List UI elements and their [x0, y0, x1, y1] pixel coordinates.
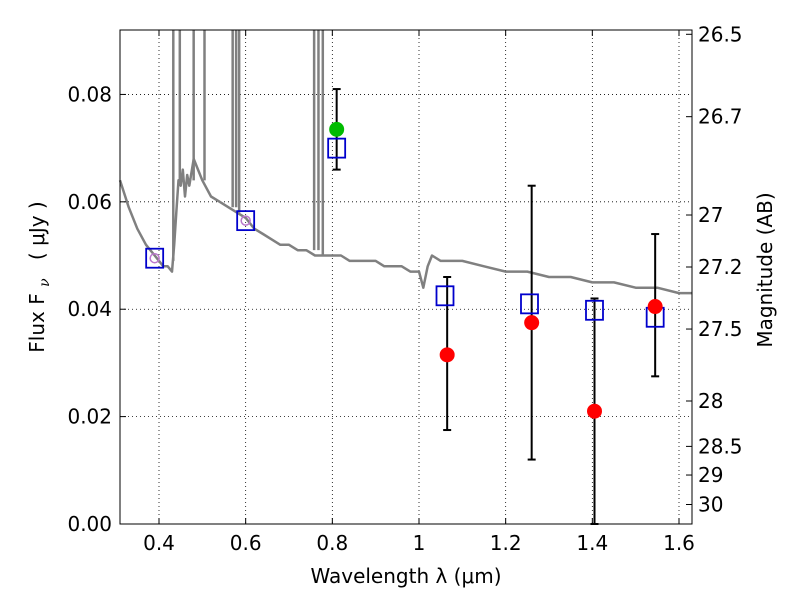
inner-marker-0: [149, 252, 160, 264]
x-axis: 0.4 0.6 0.8 1 1.2 1.4 1.6: [143, 30, 695, 555]
plot-area: [120, 30, 692, 524]
data-point-2-1: [524, 315, 540, 331]
y-axis-left: 0.00 0.02 0.04 0.06 0.08: [67, 82, 126, 536]
data-point-2-2: [587, 403, 602, 419]
x-tick-label-5: 1.4: [576, 531, 608, 555]
markers: [145, 121, 665, 419]
mag-tick-label-7: 29: [698, 463, 723, 487]
svg-text:Flux F ν ( μJy ): Flux F ν ( μJy ): [25, 201, 54, 352]
y-label-flux: Flux F: [25, 293, 49, 352]
mag-tick-label-4: 27.5: [698, 317, 743, 341]
mag-tick-label-6: 28.5: [698, 434, 743, 458]
y-axis-right: 26.5 26.7 27 27.2 27.5 28 28.5 29 30: [686, 22, 743, 517]
y-axis-right-label: Magnitude (AB): [753, 192, 777, 347]
x-tick-label-6: 1.6: [663, 531, 695, 555]
model-photometry-square-4: [520, 293, 539, 315]
model-photometry-square-5: [585, 299, 604, 321]
mag-tick-label-0: 26.5: [698, 22, 743, 46]
y-label-nu: ν: [37, 278, 53, 287]
data-point-2-0: [439, 347, 455, 363]
model-photometry-square-3: [435, 285, 455, 307]
x-tick-label-2: 0.8: [316, 531, 348, 555]
mag-tick-label-5: 28: [698, 389, 723, 413]
y-tick-label-4: 0.08: [67, 82, 112, 106]
y-tick-label-2: 0.04: [67, 297, 112, 321]
x-tick-label-3: 1: [413, 531, 426, 555]
y-tick-label-0: 0.00: [67, 512, 112, 536]
y-label-unit: ( μJy ): [25, 201, 49, 260]
model-photometry-square-1: [236, 210, 256, 232]
mag-tick-label-8: 30: [698, 493, 723, 517]
y-axis-left-label: Flux F ν ( μJy ): [25, 201, 54, 352]
model-photometry-square-0: [145, 247, 165, 269]
data-point-2-3: [647, 299, 663, 315]
mag-tick-label-3: 27.2: [698, 255, 743, 279]
inner-marker-1: [240, 215, 251, 226]
mag-tick-label-1: 26.7: [698, 105, 743, 129]
data-point-3-0: [329, 121, 345, 137]
x-tick-label-4: 1.2: [490, 531, 522, 555]
x-tick-label-1: 0.6: [230, 531, 262, 555]
y-tick-label-3: 0.06: [67, 190, 112, 214]
y-tick-label-1: 0.02: [67, 405, 112, 429]
model-photometry-square-2: [327, 137, 347, 159]
plot-frame: [119, 29, 693, 525]
model-sed-curve: [118, 157, 692, 295]
x-axis-label: Wavelength λ (μm): [310, 564, 501, 588]
x-tick-label-0: 0.4: [143, 531, 175, 555]
model-sed-line: [118, 30, 692, 295]
mag-tick-label-2: 27: [698, 203, 723, 227]
